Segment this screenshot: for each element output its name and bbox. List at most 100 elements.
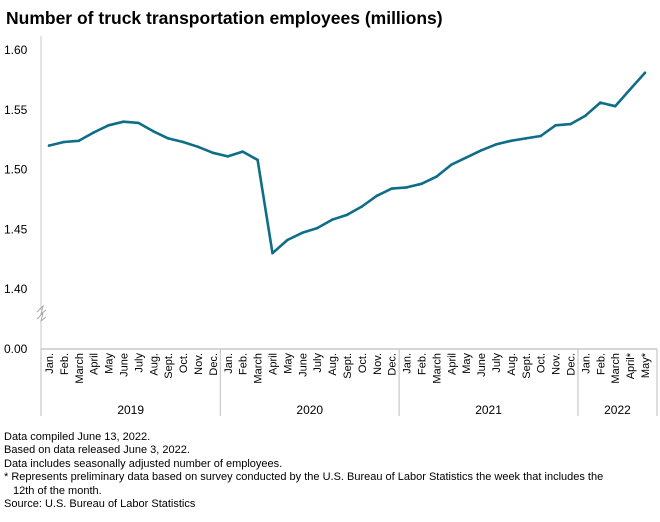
- x-month-label: April: [268, 353, 280, 375]
- data-point: [420, 182, 423, 186]
- x-year-label: 2022: [604, 403, 631, 417]
- x-month-label: Sept.: [342, 353, 354, 379]
- note-preliminary-cont: 12th of the month.: [13, 484, 102, 497]
- data-point: [271, 251, 274, 255]
- y-tick-label: 1.55: [4, 103, 28, 117]
- data-point: [479, 149, 483, 152]
- data-point: [464, 156, 468, 159]
- y-tick-label: 1.45: [4, 222, 28, 236]
- x-month-label: Nov.: [551, 353, 563, 375]
- data-point: [301, 231, 304, 235]
- data-point: [494, 143, 498, 146]
- data-point: [137, 121, 140, 125]
- data-point: [181, 140, 185, 144]
- data-point: [345, 213, 349, 217]
- x-month-label: Oct.: [178, 353, 190, 373]
- x-year-label: 2019: [117, 403, 144, 417]
- note-released: Based on data released June 3, 2022.: [4, 444, 190, 457]
- chart-notes: Data compiled June 13, 2022. Based on da…: [4, 431, 603, 511]
- data-point: [330, 218, 334, 221]
- x-month-label: Oct.: [357, 353, 369, 373]
- x-year-label: 2020: [296, 403, 323, 417]
- x-month-label: Aug.: [506, 353, 518, 376]
- data-point: [643, 71, 647, 75]
- data-point: [92, 131, 95, 134]
- axis-break-icon: [36, 304, 47, 323]
- x-month-label: April: [89, 353, 101, 375]
- x-month-label: July: [312, 353, 324, 373]
- data-point: [539, 134, 542, 138]
- x-month-label: Dec.: [208, 353, 220, 376]
- data-point: [256, 158, 259, 162]
- data-point: [599, 101, 602, 104]
- x-month-label: Feb.: [595, 353, 607, 375]
- data-point: [584, 114, 587, 118]
- x-month-label: Feb.: [238, 353, 250, 375]
- x-month-label: Oct.: [536, 353, 548, 373]
- x-month-label: May: [282, 353, 294, 374]
- data-point: [405, 186, 408, 189]
- x-month-label: Nov.: [372, 353, 384, 375]
- data-point: [47, 144, 51, 147]
- note-preliminary: * Represents preliminary data based on s…: [4, 471, 604, 484]
- data-point: [166, 137, 170, 140]
- x-month-label: April: [446, 353, 458, 375]
- data-point: [509, 139, 513, 143]
- x-month-label: June: [119, 353, 131, 377]
- x-month-label: Jan.: [223, 353, 235, 374]
- data-point: [122, 120, 125, 123]
- data-point: [107, 123, 110, 127]
- x-month-label: March: [74, 353, 86, 384]
- data-point: [569, 122, 572, 126]
- data-point: [241, 150, 244, 153]
- data-point: [226, 155, 230, 158]
- note-compiled: Data compiled June 13, 2022.: [4, 431, 151, 443]
- x-year-label: 2021: [475, 403, 502, 417]
- y-tick-label: 1.60: [4, 43, 28, 57]
- x-month-label: May: [104, 353, 116, 374]
- x-month-label: March: [431, 353, 443, 384]
- chart-title: Number of truck transportation employees…: [6, 8, 443, 28]
- x-month-label: July: [133, 353, 145, 373]
- x-month-label: May*: [640, 352, 652, 378]
- note-seasonal: Data includes seasonally adjusted number…: [4, 457, 283, 470]
- data-point: [77, 139, 81, 143]
- x-month-label: Feb.: [417, 353, 429, 375]
- x-month-label: March: [610, 353, 622, 384]
- x-month-label: Nov.: [193, 353, 205, 375]
- series-line: [48, 71, 646, 255]
- data-point: [315, 226, 319, 230]
- data-point: [360, 205, 364, 208]
- y-tick-label: 1.50: [4, 163, 28, 177]
- x-month-label: Jan.: [580, 353, 592, 374]
- x-month-label: May: [461, 353, 473, 374]
- data-point: [524, 137, 528, 140]
- y-tick-label: 0.00: [4, 342, 28, 356]
- x-month-label: Feb.: [59, 353, 71, 375]
- data-point: [613, 104, 617, 108]
- x-month-label: June: [476, 353, 488, 377]
- data-point: [375, 194, 379, 198]
- x-month-label: Dec.: [566, 353, 578, 376]
- data-point: [211, 151, 215, 155]
- data-point: [152, 129, 155, 133]
- x-month-label: Aug.: [327, 353, 339, 376]
- x-month-label: Aug.: [148, 353, 160, 376]
- x-month-label: June: [297, 353, 309, 377]
- x-month-label: July: [491, 353, 503, 373]
- x-month-label: April*: [625, 352, 637, 379]
- x-month-label: Jan.: [402, 353, 414, 374]
- data-point: [628, 88, 632, 91]
- data-point: [286, 238, 289, 242]
- note-source: Source: U.S. Bureau of Labor Statistics: [4, 498, 196, 511]
- data-point: [196, 145, 200, 149]
- data-point: [62, 140, 66, 144]
- data-point: [390, 187, 394, 190]
- x-month-label: Dec.: [387, 353, 399, 376]
- x-month-label: March: [253, 353, 265, 384]
- data-point: [450, 163, 453, 167]
- x-month-label: Sept.: [163, 353, 175, 379]
- data-point: [435, 175, 438, 178]
- data-point: [554, 123, 557, 127]
